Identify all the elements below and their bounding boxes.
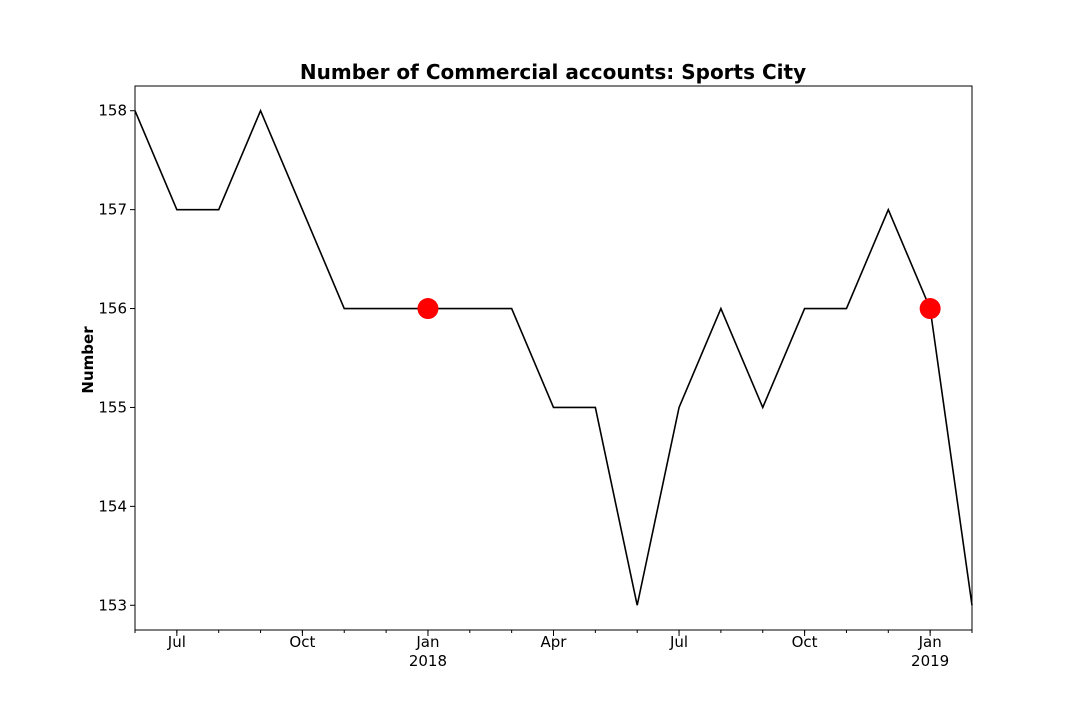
y-tick-label: 156 [98,300,127,318]
x-tick-label: Jul [167,633,186,651]
highlight-point [417,298,439,320]
series-line [134,108,973,606]
plot-frame [134,85,973,631]
y-tick-label: 153 [98,596,127,614]
y-tick-label: 154 [98,497,127,515]
x-tick-label: Oct [289,633,315,651]
x-tick-year-label: 2018 [409,652,447,670]
x-tick-label: Apr [541,633,568,651]
x-tick-label: Jan [918,633,942,651]
x-tick-year-label: 2019 [911,652,949,670]
x-tick-label: Oct [792,633,818,651]
x-tick-label: Jan [415,633,439,651]
y-tick-label: 155 [98,398,127,416]
y-tick-label: 157 [98,201,127,219]
chart-title: Number of Commercial accounts: Sports Ci… [300,60,806,84]
y-tick-label: 158 [98,102,127,120]
x-tick-label: Jul [669,633,688,651]
highlight-point [919,298,941,320]
y-axis-label: Number [79,326,97,394]
